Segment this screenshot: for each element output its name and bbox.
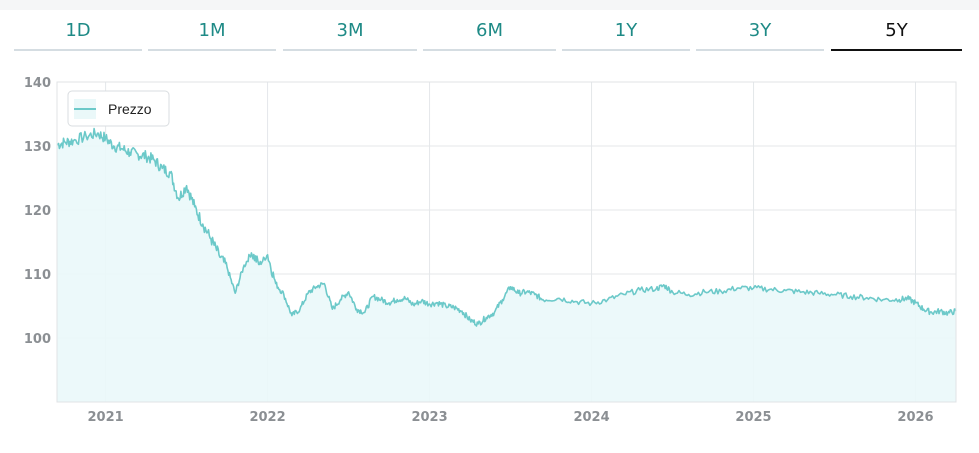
y-tick-label: 140 (24, 76, 51, 91)
price-series-line (56, 127, 957, 327)
y-tick-label: 120 (24, 204, 51, 219)
timeframe-tabs: 1D 1M 3M 6M 1Y 3Y 5Y (0, 13, 979, 53)
tab-3y[interactable]: 3Y (696, 13, 824, 51)
tab-1m[interactable]: 1M (148, 13, 276, 51)
legend[interactable]: Prezzo (67, 90, 170, 127)
price-chart: 100 110 120 130 140 2021 2022 2023 2024 2025 2026… (24, 76, 957, 425)
tab-1y[interactable]: 1Y (562, 13, 690, 51)
x-tick-label: 2023 (411, 410, 447, 425)
x-tick-label: 2026 (897, 410, 933, 425)
y-tick-label: 100 (24, 332, 51, 347)
x-axis: 2021 2022 2023 2024 2025 2026 (88, 410, 934, 425)
price-area-fill (57, 128, 956, 402)
top-band (0, 0, 979, 10)
y-tick-label: 110 (24, 268, 51, 283)
y-axis: 100 110 120 130 140 (24, 76, 51, 347)
legend-label: Prezzo (108, 101, 152, 117)
y-tick-label: 130 (24, 140, 51, 155)
tab-1d[interactable]: 1D (14, 13, 142, 51)
tab-6m[interactable]: 6M (423, 13, 556, 51)
x-tick-label: 2025 (735, 410, 771, 425)
tab-5y[interactable]: 5Y (831, 13, 962, 51)
tab-3m[interactable]: 3M (283, 13, 417, 51)
x-tick-label: 2021 (88, 410, 124, 425)
plot-frame (56, 81, 957, 403)
x-tick-label: 2022 (249, 410, 285, 425)
x-tick-label: 2024 (573, 410, 609, 425)
